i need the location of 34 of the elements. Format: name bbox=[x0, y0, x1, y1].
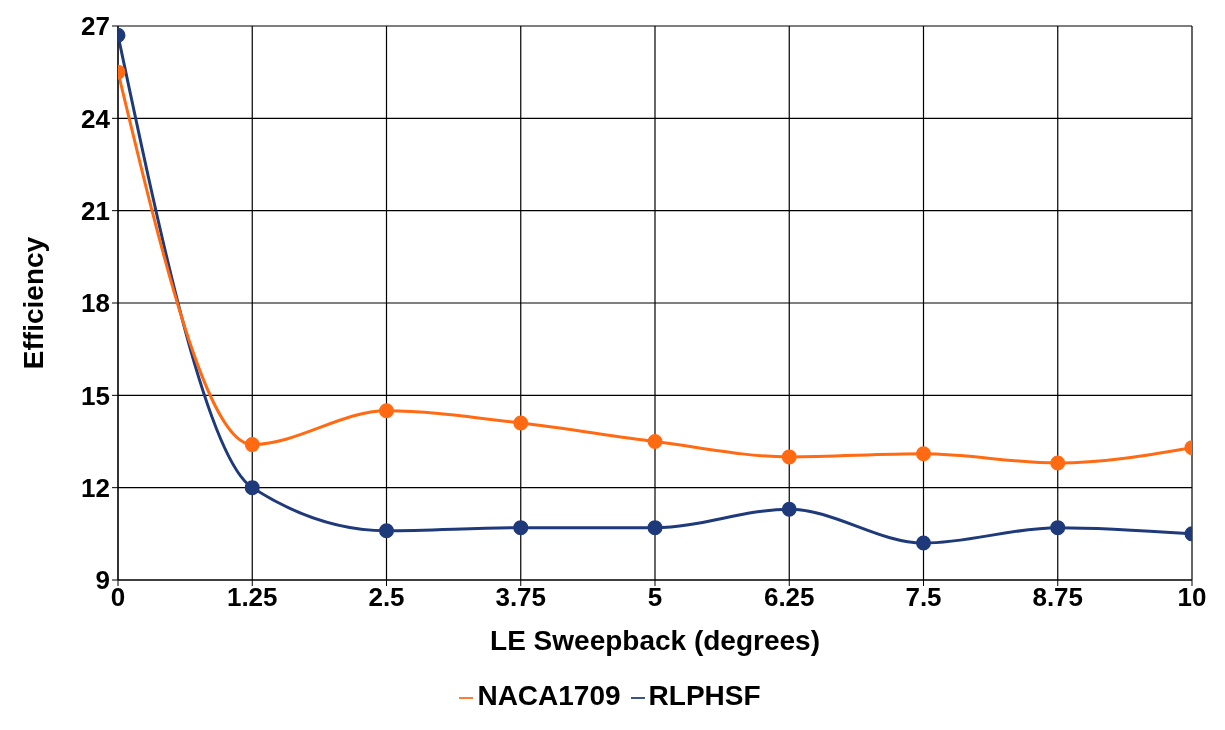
x-tick-label: 7.5 bbox=[905, 582, 942, 613]
point bbox=[513, 415, 529, 431]
point bbox=[244, 437, 260, 453]
x-tick-label: 2.5 bbox=[368, 582, 405, 613]
x-tick-label: 1.25 bbox=[226, 582, 278, 613]
y-tick-label: 12 bbox=[81, 472, 110, 503]
point bbox=[513, 520, 529, 536]
point bbox=[379, 523, 394, 539]
point bbox=[781, 449, 797, 465]
y-tick-label: 9 bbox=[95, 565, 110, 596]
x-tick-label: 5 bbox=[647, 582, 663, 613]
y-tick-label: 24 bbox=[81, 103, 111, 134]
x-tick-label: 8.75 bbox=[1032, 582, 1084, 613]
y-axis-title: Efficiency bbox=[17, 236, 49, 370]
point bbox=[647, 434, 663, 449]
point bbox=[781, 501, 797, 517]
x-tick-label: 6.25 bbox=[763, 582, 815, 613]
point bbox=[916, 535, 931, 551]
x-tick-label: 3.75 bbox=[495, 582, 547, 613]
y-tick-label: 21 bbox=[81, 195, 110, 226]
point bbox=[1050, 520, 1066, 536]
legend-label: NACA1709 bbox=[477, 680, 621, 711]
point bbox=[647, 520, 663, 536]
y-tick-label: 27 bbox=[81, 11, 110, 42]
y-tick-label: 15 bbox=[81, 380, 110, 411]
x-axis-title: LE Sweepback (degrees) bbox=[490, 625, 820, 656]
point bbox=[244, 480, 260, 496]
x-tick-label: 0 bbox=[110, 582, 126, 613]
point bbox=[1050, 455, 1066, 471]
x-tick-label: 10 bbox=[1177, 582, 1207, 613]
point bbox=[379, 403, 394, 419]
point bbox=[916, 446, 931, 462]
y-tick-label: 18 bbox=[81, 288, 110, 319]
legend-label: RLPHSF bbox=[648, 680, 761, 711]
